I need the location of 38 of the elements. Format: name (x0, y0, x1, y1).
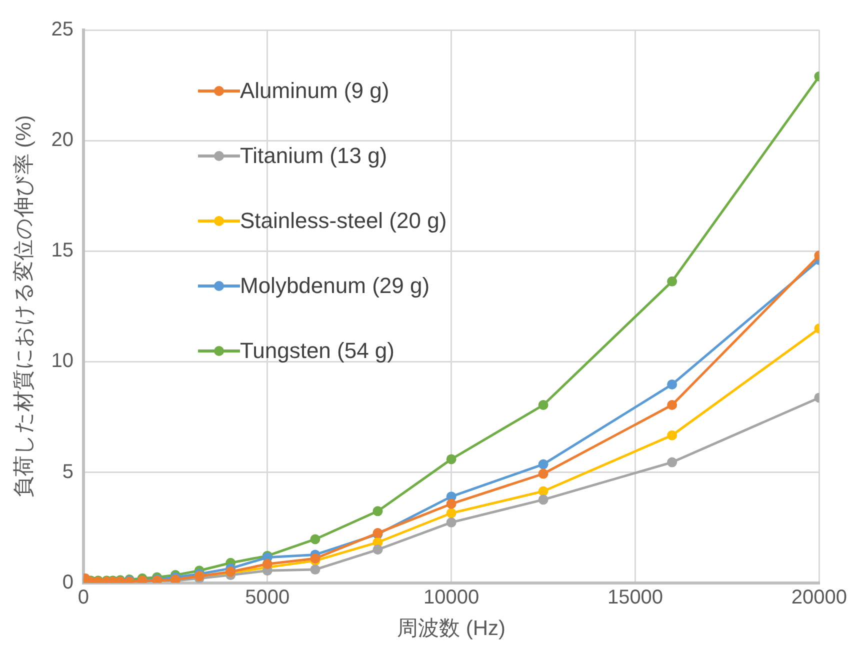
point (667, 400, 678, 410)
y-axis-title: 負荷した材質における変位の伸び率 (%) (12, 115, 36, 498)
legend-label: Molybdenum (29 g) (240, 272, 430, 298)
y-tick-label: 20 (51, 129, 74, 152)
point (446, 454, 456, 464)
legend-label: Stainless-steel (20 g) (240, 208, 447, 234)
y-tick-label: 5 (62, 460, 74, 483)
point (262, 559, 272, 570)
point (446, 498, 456, 509)
point (667, 457, 678, 468)
y-tick-label: 0 (62, 571, 74, 594)
y-tick-label: 25 (51, 18, 74, 41)
x-tick-label: 15000 (607, 586, 664, 608)
x-tick-label: 10000 (424, 586, 480, 608)
point (538, 486, 548, 496)
point (538, 468, 548, 479)
point (446, 508, 456, 518)
point (538, 459, 548, 470)
x-axis-title: 周波数 (Hz) (397, 617, 506, 640)
legend-label: Titanium (13 g) (240, 142, 388, 168)
point (372, 544, 383, 555)
point (667, 276, 678, 286)
x-tick-label: 20000 (791, 586, 848, 608)
point (310, 564, 320, 575)
x-tick-label: 5000 (245, 586, 290, 608)
point (372, 506, 383, 516)
point (667, 430, 678, 440)
point (538, 494, 548, 505)
point (310, 534, 320, 544)
point (538, 400, 548, 410)
y-tick-label: 15 (51, 240, 74, 262)
x-tick-label: 0 (78, 586, 90, 608)
point (667, 379, 678, 390)
legend-label: Aluminum (9 g) (240, 78, 390, 104)
y-tick-label: 10 (51, 350, 74, 372)
legend-label: Tungsten (54 g) (240, 338, 394, 364)
point (310, 553, 320, 564)
point (446, 517, 456, 528)
